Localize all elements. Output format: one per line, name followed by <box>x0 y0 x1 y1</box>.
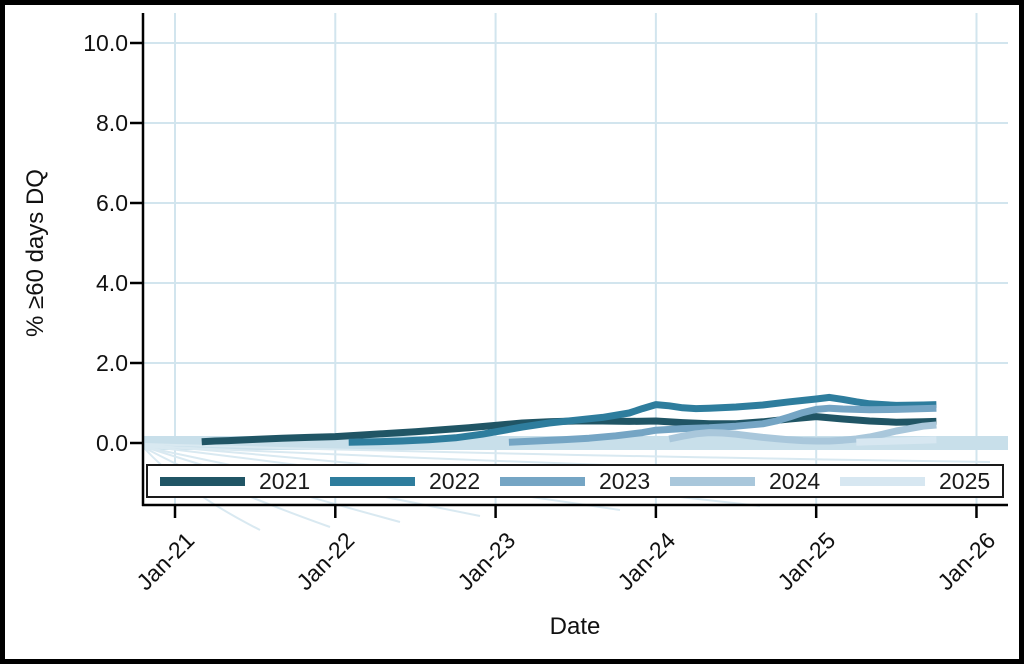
legend-label: 2024 <box>769 468 821 494</box>
legend-entry-2022: 2022 <box>330 466 480 496</box>
series-line-2024 <box>668 421 937 445</box>
legend-label: 2022 <box>429 468 481 494</box>
artifact-fan-line <box>144 443 991 463</box>
legend-label: 2025 <box>939 468 991 494</box>
series-line-2022 <box>348 393 937 446</box>
y-axis-title: % ≥60 days DQ <box>22 169 49 337</box>
y-tick-label: 8.0 <box>96 110 128 136</box>
y-tick-label: 4.0 <box>96 270 128 296</box>
legend-swatch-2024 <box>670 476 755 486</box>
y-tick-label: 6.0 <box>96 190 128 216</box>
x-axis-title: Date <box>549 613 601 640</box>
legend-swatch-2021 <box>160 476 245 486</box>
series-line-2023 <box>508 404 937 446</box>
series-line-2025 <box>856 436 937 446</box>
y-tick-label: 2.0 <box>96 350 128 376</box>
legend-swatch-2023 <box>500 476 585 486</box>
y-tick-label: 0.0 <box>96 430 128 456</box>
legend-swatch-2022 <box>330 476 415 486</box>
legend-swatch-2025 <box>840 476 925 486</box>
legend-label: 2021 <box>259 468 311 494</box>
legend-entry-2023: 2023 <box>500 466 650 496</box>
legend-label: 2023 <box>599 468 651 494</box>
y-tick-label: 10.0 <box>83 30 128 56</box>
legend-entry-2021: 2021 <box>160 466 310 496</box>
legend-box: 2021 2022 2023 2024 2025 <box>146 464 1004 498</box>
legend-entry-2024: 2024 <box>670 466 820 496</box>
legend-entry-2025: 2025 <box>840 466 990 496</box>
